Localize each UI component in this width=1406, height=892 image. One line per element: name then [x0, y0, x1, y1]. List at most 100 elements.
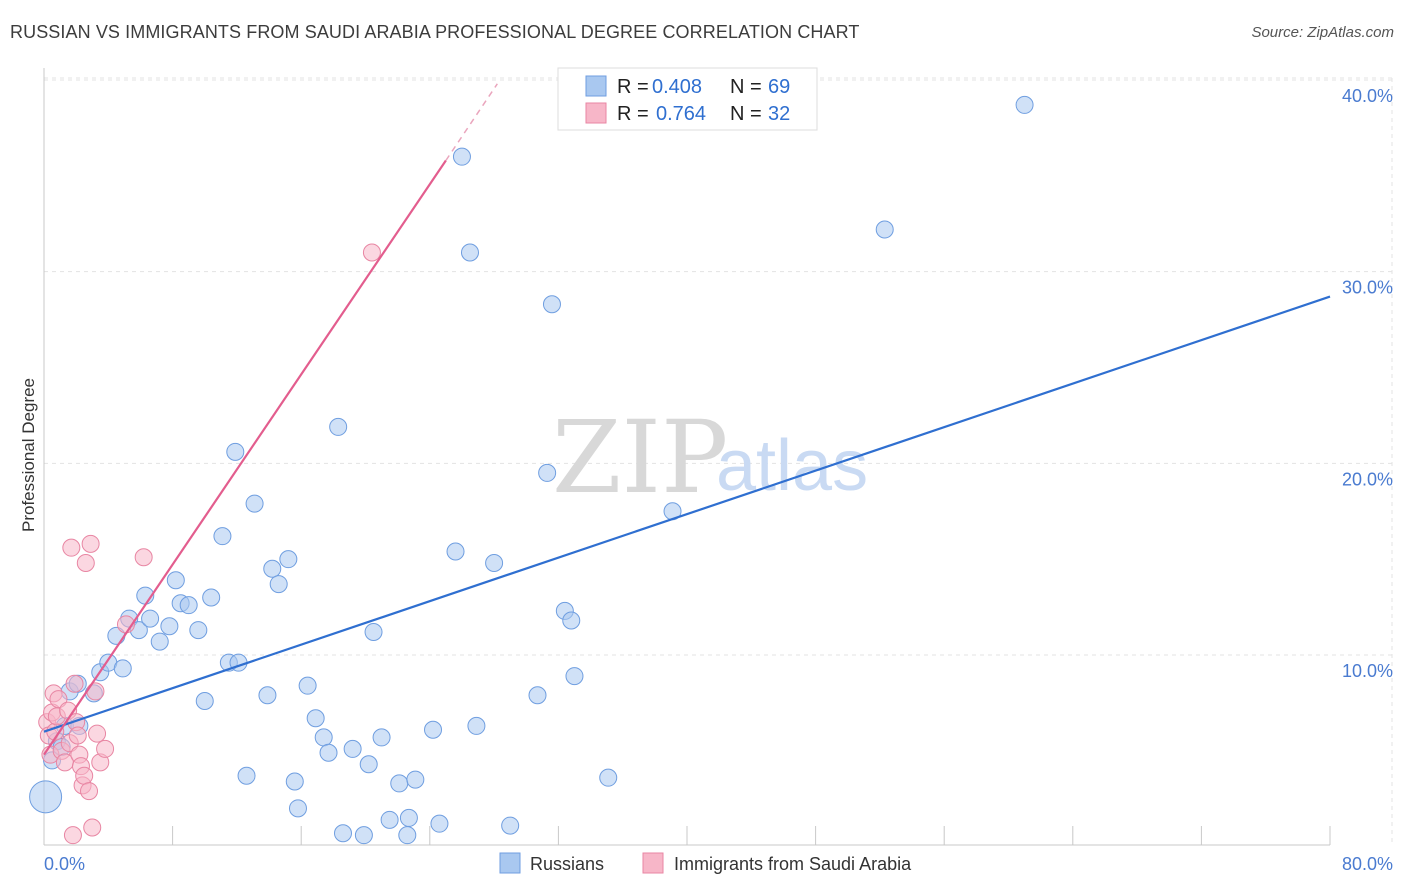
watermark-atlas: atlas [716, 426, 868, 506]
point-russians [213, 527, 232, 546]
trend-line-saudi-extension [445, 83, 498, 161]
point-russians [565, 667, 584, 686]
point-saudi [62, 538, 81, 557]
point-russians [285, 772, 304, 791]
x-tick-label: 0.0% [44, 854, 85, 874]
point-saudi [80, 782, 99, 801]
legend-n-label-saudi: N = [730, 103, 762, 125]
point-russians [202, 588, 221, 607]
point-russians [354, 826, 373, 845]
point-saudi [68, 726, 87, 745]
point-russians [319, 743, 338, 762]
point-saudi [63, 826, 82, 845]
point-russians [189, 621, 208, 640]
point-russians [424, 720, 443, 739]
point-russians [467, 716, 486, 735]
point-russians [364, 623, 383, 641]
point-russians [237, 766, 256, 785]
point-russians [179, 596, 198, 615]
point-russians [430, 814, 449, 833]
point-russians [288, 799, 307, 818]
trend-line-russians [43, 295, 1331, 733]
point-saudi [75, 766, 94, 785]
bottom-legend-swatch-russians [499, 852, 521, 874]
point-russians [195, 692, 214, 710]
point-russians [446, 542, 465, 561]
point-russians [399, 808, 418, 827]
y-tick-label: 10.0% [1342, 661, 1393, 681]
y-tick-label: 20.0% [1342, 469, 1393, 489]
trend-lines [43, 83, 1331, 756]
point-russians [263, 559, 282, 578]
x-tick-labels: 0.0% 80.0% [44, 854, 1393, 874]
point-russians [306, 709, 325, 728]
y-tick-label: 40.0% [1342, 86, 1393, 106]
y-tick-label: 30.0% [1342, 278, 1393, 298]
point-russians [542, 295, 561, 314]
legend-r-value-saudi: 0.764 [656, 103, 706, 125]
trend-line-saudi [43, 159, 447, 756]
point-russians [460, 243, 479, 262]
point-russians [501, 816, 520, 835]
point-saudi [65, 674, 84, 693]
bottom-legend-swatch-saudi [642, 852, 664, 874]
point-russians [372, 728, 391, 747]
point-saudi [76, 554, 95, 572]
legend-n-value-saudi: 32 [768, 103, 790, 125]
legend-n-value-russians: 69 [768, 76, 790, 98]
point-russians [398, 826, 417, 845]
point-russians [298, 676, 317, 695]
point-saudi [83, 818, 102, 837]
point-saudi [96, 739, 115, 758]
series-saudi [38, 243, 381, 845]
x-tick-label: 80.0% [1342, 854, 1393, 874]
point-russians [279, 550, 298, 569]
legend-r-label-russians: R = [617, 76, 649, 98]
point-russians [113, 659, 132, 678]
point-russians [226, 442, 245, 461]
point-russians [245, 494, 264, 513]
point-russians [380, 810, 399, 829]
point-russians [406, 770, 425, 789]
point-russians [269, 575, 288, 594]
series-russians [29, 95, 1034, 845]
point-russians [538, 463, 557, 482]
legend-swatch-russians [585, 75, 607, 97]
point-russians [333, 824, 352, 843]
point-saudi [362, 243, 381, 262]
point-russians [359, 755, 378, 774]
point-russians [1015, 95, 1034, 114]
y-axis-label: Professional Degree [19, 378, 38, 532]
point-russians [258, 686, 277, 705]
bottom-legend-label-saudi: Immigrants from Saudi Arabia [674, 854, 912, 874]
point-russians [390, 774, 409, 793]
point-russians [343, 739, 362, 758]
point-russians [314, 728, 333, 747]
point-russians [562, 611, 581, 630]
point-saudi [81, 534, 100, 553]
legend: R = 0.408 N = 69 R = 0.764 N = 32 [557, 67, 818, 131]
bottom-legend: Russians Immigrants from Saudi Arabia [499, 852, 912, 874]
point-russians [599, 768, 618, 787]
legend-n-label-russians: N = [730, 76, 762, 98]
y-tick-labels: 10.0% 20.0% 30.0% 40.0% [1342, 86, 1393, 681]
watermark-zip: ZIP [552, 399, 728, 516]
point-russians [29, 780, 63, 814]
point-saudi [134, 548, 153, 567]
legend-swatch-saudi [585, 102, 607, 124]
point-russians [141, 609, 160, 628]
point-saudi [88, 724, 107, 743]
watermark: ZIP atlas [552, 399, 868, 516]
point-saudi [49, 690, 68, 709]
chart-title: RUSSIAN VS IMMIGRANTS FROM SAUDI ARABIA … [10, 22, 860, 42]
point-russians [528, 686, 547, 705]
legend-r-label-saudi: R = [617, 103, 649, 125]
point-russians [166, 571, 185, 590]
point-russians [160, 617, 179, 636]
point-russians [452, 147, 471, 166]
source-label: Source: ZipAtlas.com [1251, 24, 1394, 41]
legend-r-value-russians: 0.408 [652, 76, 702, 98]
point-russians [875, 220, 894, 239]
bottom-legend-label-russians: Russians [530, 854, 604, 874]
